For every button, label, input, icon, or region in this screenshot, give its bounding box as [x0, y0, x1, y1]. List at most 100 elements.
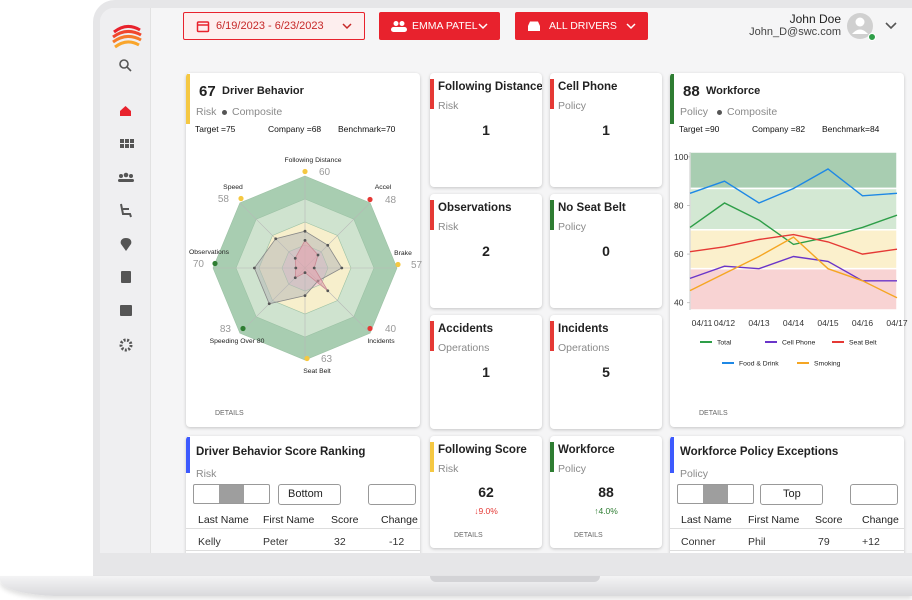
- card-category: Risk: [196, 106, 217, 118]
- kpi-card: Cell Phone Policy 1: [550, 73, 662, 187]
- chevron-icon: [342, 23, 352, 30]
- seat-icon[interactable]: [120, 203, 132, 218]
- team-icon[interactable]: [118, 172, 134, 182]
- kpi-card: Observations Risk 2: [430, 194, 542, 308]
- kpi-card: Workforce Policy 88 ↑4.0% DETAILS: [550, 436, 662, 548]
- home-icon[interactable]: [120, 106, 131, 116]
- logo-stripe: [114, 40, 140, 49]
- card-title: Workforce: [706, 85, 761, 97]
- card-title: Accidents: [438, 323, 493, 335]
- icon-part: [855, 17, 865, 27]
- row-divider: [186, 528, 420, 529]
- icon-part: [130, 139, 134, 143]
- separator-dot: [717, 110, 722, 115]
- table-cell: Conner: [681, 536, 716, 548]
- table-cell: 79: [818, 536, 830, 548]
- table-cell: 32: [334, 536, 346, 548]
- column-header: Last Name: [681, 514, 732, 526]
- card-title: Workforce: [558, 444, 615, 456]
- card-value: 1: [602, 122, 610, 138]
- chevron-icon: [478, 23, 488, 30]
- document-icon[interactable]: [121, 271, 131, 283]
- accent-bar: [186, 74, 190, 124]
- card-value: 2: [482, 243, 490, 259]
- search-icon[interactable]: [119, 59, 132, 72]
- location-icon[interactable]: [120, 238, 132, 251]
- kpi-card: No Seat Belt Policy 0: [550, 194, 662, 308]
- settings-icon[interactable]: [119, 338, 133, 352]
- view-toggle: [193, 484, 270, 504]
- separator-dot: [222, 110, 227, 115]
- card-title: Incidents: [558, 323, 609, 335]
- icon-part: [129, 174, 133, 178]
- sort-dropdown[interactable]: Top: [760, 484, 823, 505]
- laptop-notch: [430, 576, 600, 582]
- icon-part: [118, 179, 134, 182]
- filter-dropdown[interactable]: [368, 484, 416, 505]
- kpi-card: Following Distance Risk 1: [430, 73, 542, 187]
- card-category: Policy: [558, 100, 587, 112]
- column-header: First Name: [748, 514, 800, 526]
- icon-part: [119, 174, 123, 178]
- card-value: 5: [602, 364, 610, 380]
- target: Target =75: [195, 124, 236, 134]
- company: Company =82: [752, 124, 806, 134]
- sort-value: Top: [783, 488, 801, 500]
- kpi-card: Accidents Operations 1: [430, 315, 542, 429]
- details-link: DETAILS: [574, 532, 603, 539]
- accent-bar: [550, 321, 554, 351]
- kpi-card: Following Score Risk 62 ↓9.0% DETAILS: [430, 436, 542, 548]
- card-category: Operations: [558, 342, 610, 354]
- card-title: Observations: [438, 202, 512, 214]
- card-category: Risk: [438, 221, 459, 233]
- icon-part: [626, 23, 636, 30]
- card-title: Cell Phone: [558, 81, 618, 93]
- sort-dropdown[interactable]: Bottom: [278, 484, 341, 505]
- accent-bar: [430, 79, 434, 109]
- accent-bar: [550, 200, 554, 230]
- icon-part: [399, 21, 405, 26]
- column-header: Change: [862, 514, 899, 526]
- card-title: Driver Behavior: [222, 85, 304, 97]
- card-value: 1: [482, 122, 490, 138]
- chevron-icon: [885, 22, 897, 30]
- column-header: Score: [815, 514, 843, 526]
- card-value: 88: [598, 484, 614, 500]
- icon-part: [119, 59, 129, 69]
- accent-bar: [670, 437, 674, 473]
- user-view[interactable]: [219, 485, 244, 503]
- drivers-filter: ALL DRIVERS: [549, 20, 617, 32]
- user-menu[interactable]: [846, 12, 906, 44]
- card-title: Following Distance: [438, 81, 542, 93]
- card-category: Policy: [558, 463, 587, 475]
- card-change: ↓9.0%: [474, 506, 498, 516]
- user-view[interactable]: [703, 485, 728, 503]
- grid-icon[interactable]: [120, 139, 134, 148]
- card-value: 1: [482, 364, 490, 380]
- sidebar-icons: [112, 25, 142, 352]
- accent-bar: [430, 321, 434, 351]
- archive-icon[interactable]: [120, 305, 132, 316]
- status-dot: [868, 33, 876, 41]
- card-title: No Seat Belt: [558, 202, 626, 214]
- table-cell: Peter: [263, 536, 289, 548]
- table-card: Workforce Policy Exceptions Policy Top Last…: [670, 436, 904, 566]
- chart-card: 67 Driver Behavior Risk Composite Target =75…: [186, 73, 420, 427]
- logo[interactable]: [112, 25, 142, 49]
- card-change: ↑4.0%: [594, 506, 618, 516]
- user-name: John Doe: [789, 12, 841, 26]
- drivers-button[interactable]: ALL DRIVERS: [515, 12, 648, 40]
- filter-dropdown[interactable]: [850, 484, 898, 505]
- logo-stripe: [112, 30, 142, 39]
- card-value: 62: [478, 484, 494, 500]
- icon-part: [130, 144, 134, 148]
- icon-part: [196, 21, 210, 33]
- date-range-button[interactable]: 6/19/2023 - 6/23/2023: [183, 12, 365, 40]
- score: 67: [199, 83, 216, 100]
- person-button[interactable]: EMMA PATEL: [379, 12, 500, 40]
- icon-part: [528, 21, 540, 31]
- bezel: [93, 553, 912, 578]
- benchmark: Benchmark=84: [822, 124, 880, 134]
- table-cell: Kelly: [198, 536, 221, 548]
